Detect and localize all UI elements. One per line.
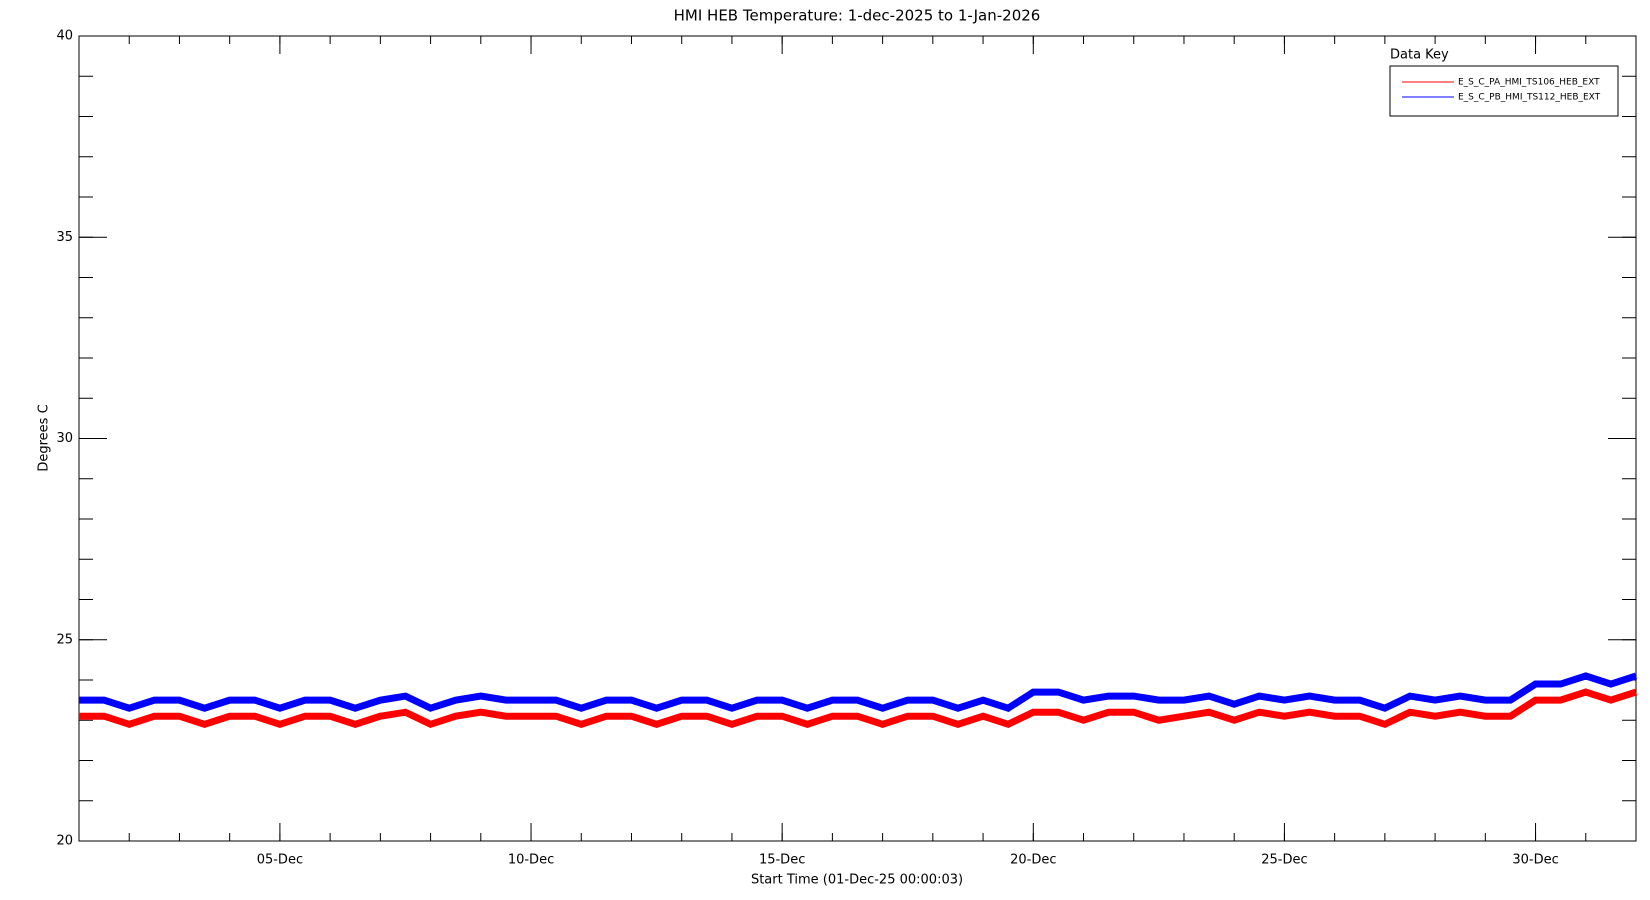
legend-label: E_S_C_PA_HMI_TS106_HEB_EXT <box>1458 78 1600 88</box>
series-line <box>79 688 1638 729</box>
x-tick-label: 20-Dec <box>1010 853 1056 868</box>
y-tick-label: 35 <box>56 230 73 245</box>
plot-frame <box>78 35 1637 842</box>
legend-title: Data Key <box>1390 48 1449 63</box>
x-tick-label: 10-Dec <box>508 853 554 868</box>
x-tick-label: 15-Dec <box>759 853 805 868</box>
x-tick-label: 05-Dec <box>257 853 303 868</box>
x-tick-label: 30-Dec <box>1512 853 1558 868</box>
y-tick-label: 25 <box>56 632 73 647</box>
series-line <box>79 672 1638 713</box>
y-axis-label: Degrees C <box>37 404 52 471</box>
x-tick-label: 25-Dec <box>1261 853 1307 868</box>
legend-label: E_S_C_PB_HMI_TS112_HEB_EXT <box>1458 93 1601 103</box>
chart-title: HMI HEB Temperature: 1-dec-2025 to 1-Jan… <box>674 7 1041 25</box>
y-tick-label: 40 <box>56 29 73 44</box>
y-tick-label: 30 <box>56 431 73 446</box>
legend-box <box>1389 65 1619 117</box>
x-axis-label: Start Time (01-Dec-25 00:00:03) <box>751 873 963 888</box>
y-tick-label: 20 <box>56 834 73 849</box>
